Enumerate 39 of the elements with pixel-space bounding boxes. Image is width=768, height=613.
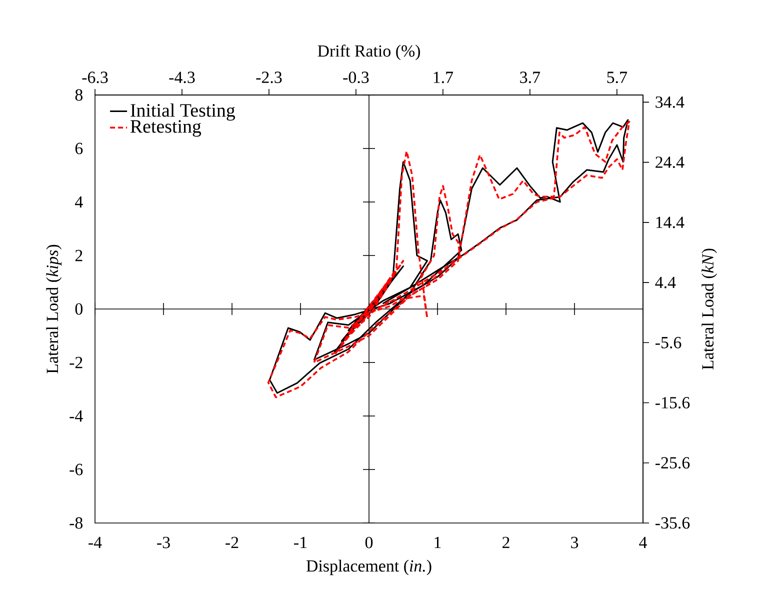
- x-tick-label: 4: [639, 536, 647, 548]
- x2-tick-label: 1.7: [434, 72, 454, 84]
- x2-tick-label: -6.3: [82, 72, 108, 84]
- y2-axis-title: Lateral Load (kN): [702, 248, 717, 370]
- x-axis-title: Displacement (in.): [306, 560, 432, 576]
- y-tick-label: 4: [75, 196, 83, 208]
- y-tick-label: -2: [70, 356, 82, 368]
- y2-tick-label: 14.4: [656, 216, 684, 228]
- y2-tick-label: 24.4: [656, 156, 684, 168]
- x-tick-label: 2: [502, 536, 510, 548]
- x2-tick-label: 3.7: [520, 72, 540, 84]
- x-tick-label: 0: [365, 536, 373, 548]
- y-tick-label: -6: [70, 464, 83, 476]
- x-tick-label: 3: [571, 536, 578, 548]
- legend-label: Retesting: [130, 120, 202, 137]
- x2-tick-label: -0.3: [343, 72, 369, 84]
- x-tick-label: -1: [294, 536, 307, 548]
- y-tick-label: 8: [75, 89, 83, 101]
- x-tick-label: -2: [226, 536, 238, 548]
- y2-tick-label: -15.6: [655, 397, 690, 408]
- x-tick-label: 1: [434, 536, 441, 548]
- y-axis-title: Lateral Load (kips): [46, 244, 62, 374]
- x2-tick-label: -2.3: [256, 72, 282, 84]
- y-tick-label: 6: [75, 142, 83, 154]
- y2-tick-label: -5.6: [655, 336, 682, 348]
- y-tick-label: 0: [75, 303, 83, 315]
- y2-tick-label: 4.4: [655, 276, 676, 288]
- y2-tick-label: 34.4: [656, 96, 684, 108]
- legend-label: Initial Testing: [130, 103, 236, 121]
- y-tick-label: 2: [75, 250, 82, 262]
- x2-axis-title: Drift Ratio (%): [318, 44, 420, 60]
- y2-tick-label: -35.6: [655, 517, 690, 529]
- y-tick-label: -8: [70, 517, 83, 529]
- x-tick-label: -3: [157, 536, 170, 548]
- y2-tick-label: -25.6: [655, 457, 690, 469]
- y-tick-label: -4: [70, 410, 83, 422]
- x-tick-label: -4: [88, 536, 102, 548]
- x2-tick-label: -4.3: [169, 72, 195, 84]
- x2-tick-label: 5.7: [607, 72, 628, 84]
